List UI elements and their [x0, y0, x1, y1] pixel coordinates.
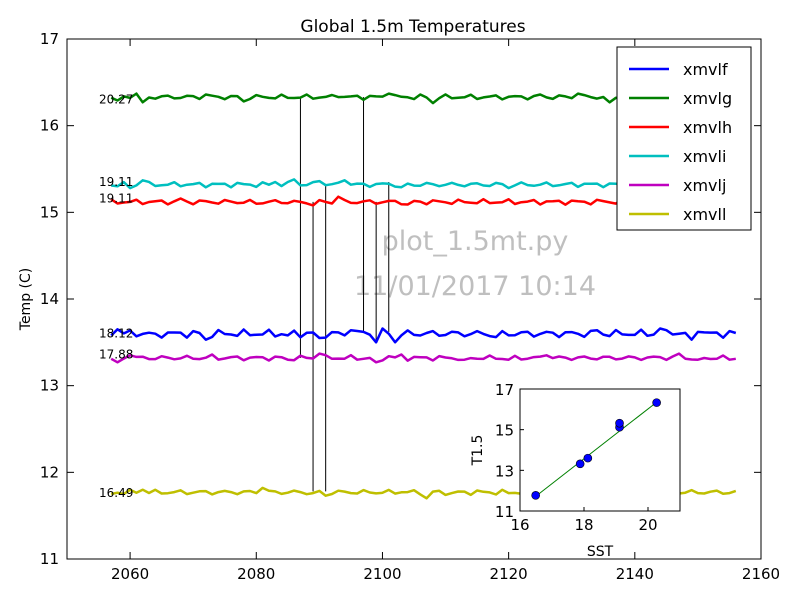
row-label: 20.27 [99, 93, 133, 107]
y-tick-label: 16 [40, 117, 59, 135]
y-tick-label: 14 [40, 290, 59, 308]
inset-x-tick-label: 20 [638, 516, 657, 534]
row-label: 19.11 [99, 175, 133, 189]
y-tick-label: 13 [40, 377, 59, 395]
main-title: Global 1.5m Temperatures [300, 17, 525, 37]
row-labels: 20.27 19.11 19.11 18.12 17.88 16.49 [99, 93, 133, 500]
legend-label: xmvll [683, 205, 726, 224]
scatter-point [575, 459, 585, 469]
inset-x-tick-label: 16 [510, 516, 529, 534]
inset-y-tick-label: 17 [495, 381, 514, 399]
x-tick-label: 2060 [111, 565, 149, 583]
legend-box [616, 46, 752, 231]
legend-label: xmvlh [683, 118, 732, 137]
x-tick-label: 2080 [237, 565, 275, 583]
inset-background [520, 389, 680, 511]
y-tick-label: 17 [40, 30, 59, 48]
row-label: 19.11 [99, 191, 133, 205]
row-label: 18.12 [99, 327, 133, 341]
fit-line [535, 401, 657, 497]
series-line-xmvlf [110, 327, 737, 344]
scatter-points [531, 398, 661, 500]
watermark: plot_1.5mt.py 11/01/2017 10:14 [354, 226, 596, 302]
inset-y-ticks: 11 13 15 17 [495, 381, 524, 521]
legend: xmvlf xmvlg xmvlh xmvli xmvlj xmvll [616, 46, 752, 231]
legend-label: xmvlj [683, 176, 726, 195]
y-tick-label: 15 [40, 203, 59, 221]
row-label: 17.88 [99, 347, 133, 361]
x-ticks: 2060 2080 2100 2120 2140 2160 [111, 39, 780, 583]
fit-line-segment [535, 401, 657, 497]
scatter-point [531, 491, 540, 500]
watermark-text: 11/01/2017 10:14 [354, 271, 596, 302]
inset-y-tick-label: 15 [495, 422, 514, 440]
y-ticks: 11 12 13 14 15 16 17 [40, 30, 761, 568]
inset-y-tick-label: 11 [495, 503, 514, 521]
x-tick-label: 2120 [490, 565, 528, 583]
row-label: 16.49 [99, 486, 133, 500]
inset-x-ticks: 16 18 20 [510, 507, 658, 534]
inset-chart: 16 18 20 11 13 15 17 SST T1.5 [470, 381, 681, 560]
y-tick-label: 12 [40, 463, 59, 481]
x-tick-label: 2100 [363, 565, 401, 583]
inset-x-label: SST [587, 544, 614, 560]
scatter-point [652, 398, 661, 407]
y-axis-label: Temp (C) [18, 268, 34, 331]
scatter-point [583, 453, 593, 463]
scatter-point [615, 418, 624, 428]
series-line-xmvlj [110, 352, 736, 364]
x-tick-label: 2140 [616, 565, 654, 583]
inset-y-tick-label: 13 [495, 462, 514, 480]
inset-y-label: T1.5 [470, 435, 486, 467]
legend-label: xmvlf [683, 60, 728, 79]
watermark-text: plot_1.5mt.py [382, 226, 569, 257]
y-tick-label: 11 [40, 550, 59, 568]
legend-label: xmvlg [683, 89, 732, 108]
inset-x-tick-label: 18 [574, 516, 593, 534]
legend-label: xmvli [683, 147, 726, 166]
main-chart: Global 1.5m Temperatures Temp (C) plot_1… [18, 17, 780, 583]
inset-plot-frame [519, 388, 681, 512]
x-tick-label: 2160 [742, 565, 780, 583]
